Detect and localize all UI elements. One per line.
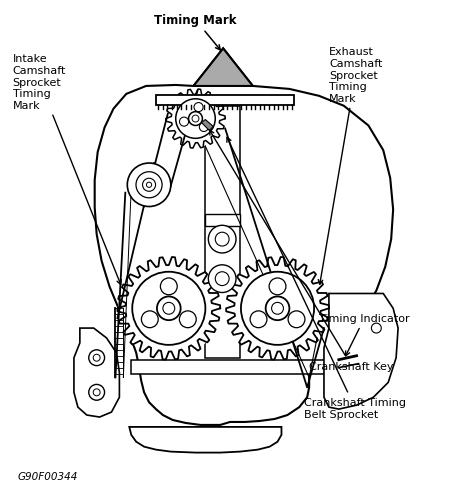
- Circle shape: [192, 116, 199, 123]
- Bar: [205, 107, 240, 358]
- Polygon shape: [74, 329, 119, 417]
- Polygon shape: [95, 49, 393, 425]
- Polygon shape: [324, 294, 398, 409]
- Circle shape: [200, 123, 209, 132]
- Text: Crankshaft Key: Crankshaft Key: [210, 131, 393, 371]
- Circle shape: [157, 297, 181, 321]
- Circle shape: [189, 112, 202, 126]
- Circle shape: [215, 272, 229, 286]
- Circle shape: [241, 272, 314, 345]
- Circle shape: [128, 164, 171, 207]
- Text: Exhaust
Camshaft
Sprocket
Timing
Mark: Exhaust Camshaft Sprocket Timing Mark: [319, 47, 383, 285]
- Circle shape: [146, 183, 152, 188]
- Circle shape: [176, 100, 215, 139]
- Circle shape: [143, 179, 155, 192]
- Circle shape: [93, 389, 100, 396]
- Bar: [156, 96, 294, 106]
- Circle shape: [132, 272, 205, 345]
- Circle shape: [209, 266, 236, 293]
- Circle shape: [179, 311, 196, 328]
- Circle shape: [136, 172, 162, 198]
- Circle shape: [167, 91, 224, 148]
- Circle shape: [93, 355, 100, 361]
- Circle shape: [209, 226, 236, 254]
- Text: Timing Mark: Timing Mark: [154, 14, 237, 51]
- Circle shape: [163, 303, 175, 315]
- Circle shape: [194, 103, 203, 112]
- Text: Timing Indicator: Timing Indicator: [319, 314, 410, 356]
- Polygon shape: [129, 427, 282, 453]
- Circle shape: [89, 350, 105, 366]
- Circle shape: [265, 297, 290, 321]
- Circle shape: [288, 311, 305, 328]
- Circle shape: [160, 279, 177, 295]
- Circle shape: [180, 118, 189, 127]
- Circle shape: [141, 311, 158, 328]
- Polygon shape: [201, 120, 213, 131]
- Text: G90F00344: G90F00344: [18, 471, 78, 481]
- Circle shape: [118, 259, 219, 359]
- Circle shape: [372, 324, 381, 333]
- Polygon shape: [193, 49, 253, 87]
- Circle shape: [227, 259, 328, 359]
- Text: Crankshaft Timing
Belt Sprocket: Crankshaft Timing Belt Sprocket: [227, 138, 406, 419]
- Bar: [131, 360, 329, 374]
- Circle shape: [215, 233, 229, 246]
- Bar: [205, 215, 240, 227]
- Circle shape: [272, 303, 283, 315]
- Circle shape: [269, 279, 286, 295]
- Text: Intake
Camshaft
Sprocket
Timing
Mark: Intake Camshaft Sprocket Timing Mark: [13, 54, 121, 285]
- Circle shape: [89, 385, 105, 400]
- Circle shape: [250, 311, 267, 328]
